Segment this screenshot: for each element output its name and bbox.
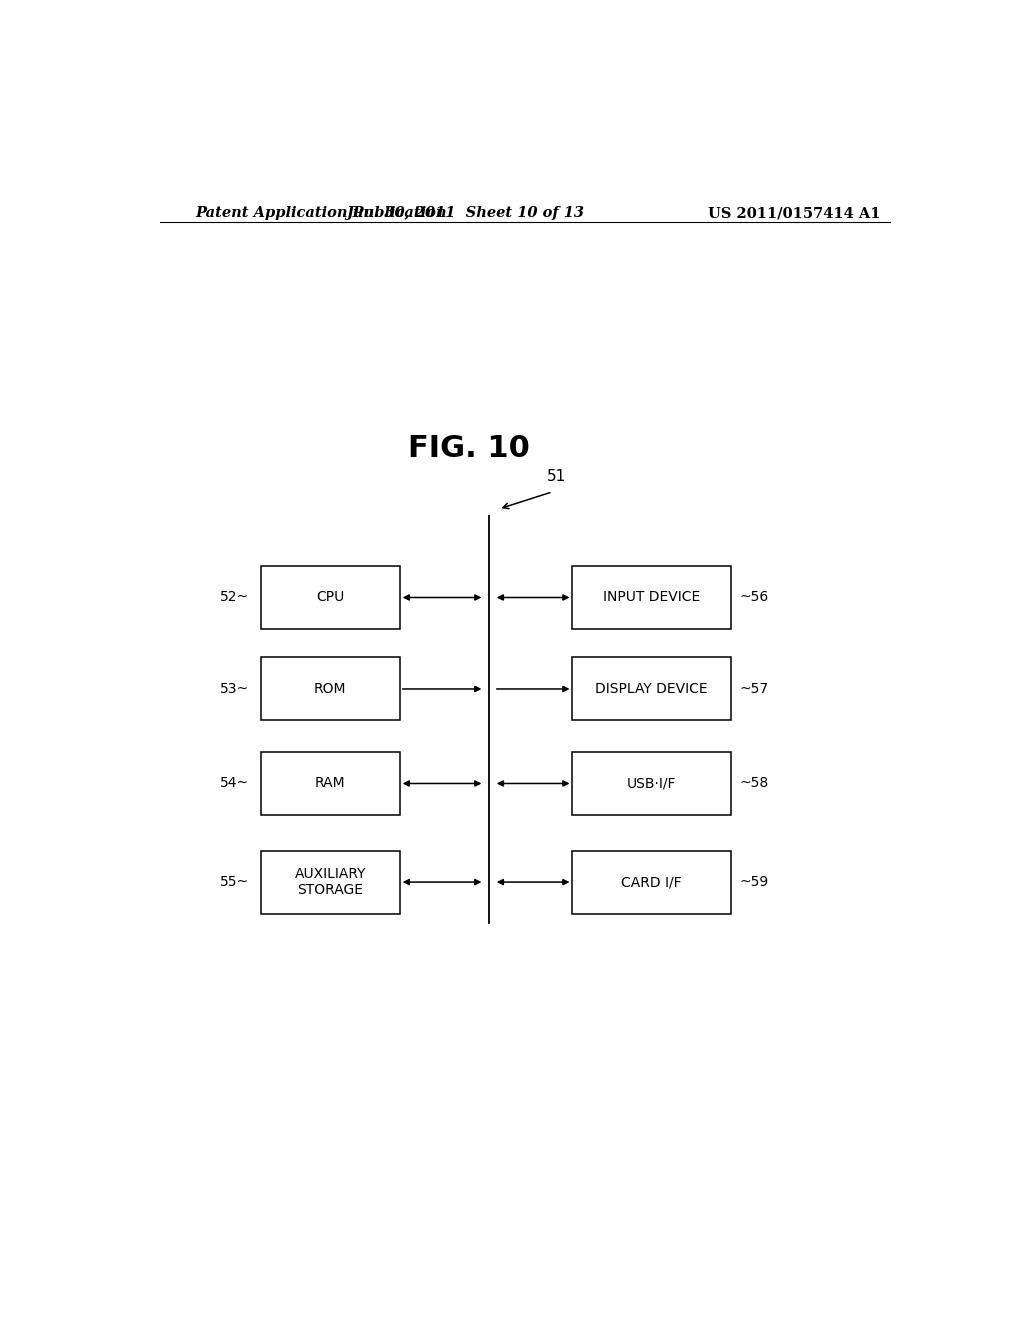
Text: ~56: ~56 xyxy=(739,590,768,605)
Text: USB·I/F: USB·I/F xyxy=(627,776,677,791)
Text: 55~: 55~ xyxy=(220,875,249,890)
Bar xyxy=(572,657,731,721)
Bar xyxy=(572,566,731,630)
Text: 51: 51 xyxy=(547,469,566,483)
Text: ~59: ~59 xyxy=(739,875,768,890)
Bar xyxy=(261,850,399,913)
Text: ROM: ROM xyxy=(314,682,346,696)
Bar xyxy=(261,657,399,721)
Text: 52~: 52~ xyxy=(220,590,249,605)
Text: AUXILIARY
STORAGE: AUXILIARY STORAGE xyxy=(295,867,367,898)
Bar xyxy=(261,752,399,814)
Text: DISPLAY DEVICE: DISPLAY DEVICE xyxy=(596,682,708,696)
Text: Patent Application Publication: Patent Application Publication xyxy=(196,206,446,220)
Text: CPU: CPU xyxy=(316,590,344,605)
Text: ~58: ~58 xyxy=(739,776,768,791)
Bar xyxy=(572,850,731,913)
Text: Jun. 30, 2011  Sheet 10 of 13: Jun. 30, 2011 Sheet 10 of 13 xyxy=(346,206,585,220)
Bar xyxy=(261,566,399,630)
Text: 53~: 53~ xyxy=(220,682,249,696)
Text: CARD I/F: CARD I/F xyxy=(622,875,682,890)
Text: RAM: RAM xyxy=(315,776,346,791)
Text: US 2011/0157414 A1: US 2011/0157414 A1 xyxy=(709,206,881,220)
Bar xyxy=(572,752,731,814)
Text: FIG. 10: FIG. 10 xyxy=(409,433,530,462)
Text: 54~: 54~ xyxy=(220,776,249,791)
Text: ~57: ~57 xyxy=(739,682,768,696)
Text: INPUT DEVICE: INPUT DEVICE xyxy=(603,590,700,605)
